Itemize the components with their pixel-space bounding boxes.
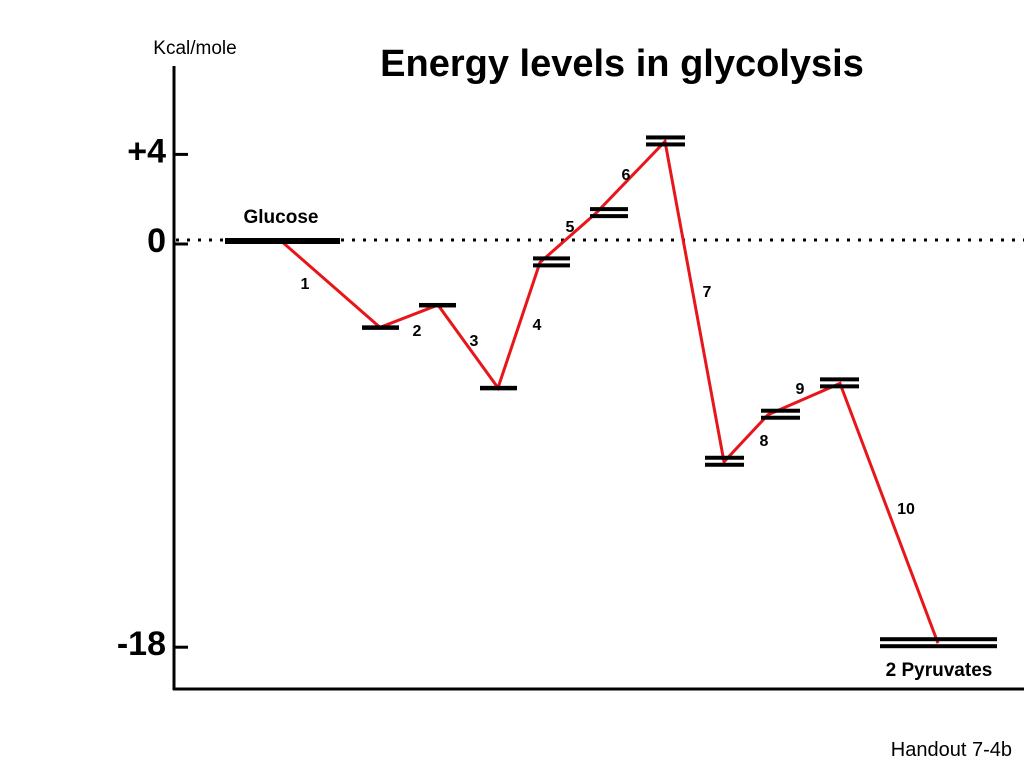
level-label: 2 Pyruvates bbox=[886, 660, 993, 681]
level-bar-top bbox=[533, 256, 570, 261]
level-bar-bottom bbox=[646, 142, 685, 147]
level-bar-bottom bbox=[705, 462, 744, 467]
step-label: 10 bbox=[897, 501, 915, 518]
level-bar-bottom bbox=[880, 644, 997, 649]
level-bar-top bbox=[761, 408, 800, 413]
level-bar-bottom bbox=[820, 384, 859, 389]
level-bar bbox=[480, 385, 517, 391]
step-label: 2 bbox=[413, 323, 422, 340]
handout-label: Handout 7-4b bbox=[890, 739, 1012, 761]
level-bar-bottom bbox=[590, 214, 628, 219]
energy-path-line bbox=[279, 138, 940, 644]
level-bar-top bbox=[590, 207, 628, 212]
level-bar bbox=[419, 302, 456, 308]
y-tick-label: -18 bbox=[117, 625, 166, 663]
step-label: 3 bbox=[470, 333, 479, 350]
level-bar-top bbox=[880, 637, 997, 642]
step-label: 8 bbox=[760, 433, 769, 450]
step-label: 4 bbox=[533, 317, 542, 334]
level-bar bbox=[225, 238, 340, 244]
energy-path bbox=[279, 138, 940, 644]
step-label: 9 bbox=[796, 381, 805, 398]
energy-levels bbox=[225, 135, 997, 649]
step-labels: 1 2 3 4 5 6 7 8 9 10 bbox=[301, 167, 915, 518]
level-bar-top bbox=[705, 455, 744, 460]
level-bar-top bbox=[646, 135, 685, 140]
y-ticks: +4 0 -18 bbox=[117, 132, 188, 663]
step-label: 1 bbox=[301, 276, 310, 293]
y-tick-label: +4 bbox=[127, 132, 166, 170]
level-bar bbox=[362, 325, 399, 330]
step-label: 7 bbox=[703, 284, 712, 301]
chart-title: Energy levels in glycolysis bbox=[380, 43, 864, 85]
level-bar-top bbox=[820, 377, 859, 382]
level-bar-bottom bbox=[761, 415, 800, 420]
level-labels: Glucose 2 Pyruvates bbox=[244, 207, 993, 681]
step-label: 5 bbox=[566, 219, 575, 236]
level-label: Glucose bbox=[244, 207, 319, 228]
y-axis-unit-label: Kcal/mole bbox=[153, 38, 236, 59]
step-label: 6 bbox=[622, 167, 631, 184]
level-bar-bottom bbox=[533, 263, 570, 268]
y-tick-label: 0 bbox=[147, 222, 166, 260]
